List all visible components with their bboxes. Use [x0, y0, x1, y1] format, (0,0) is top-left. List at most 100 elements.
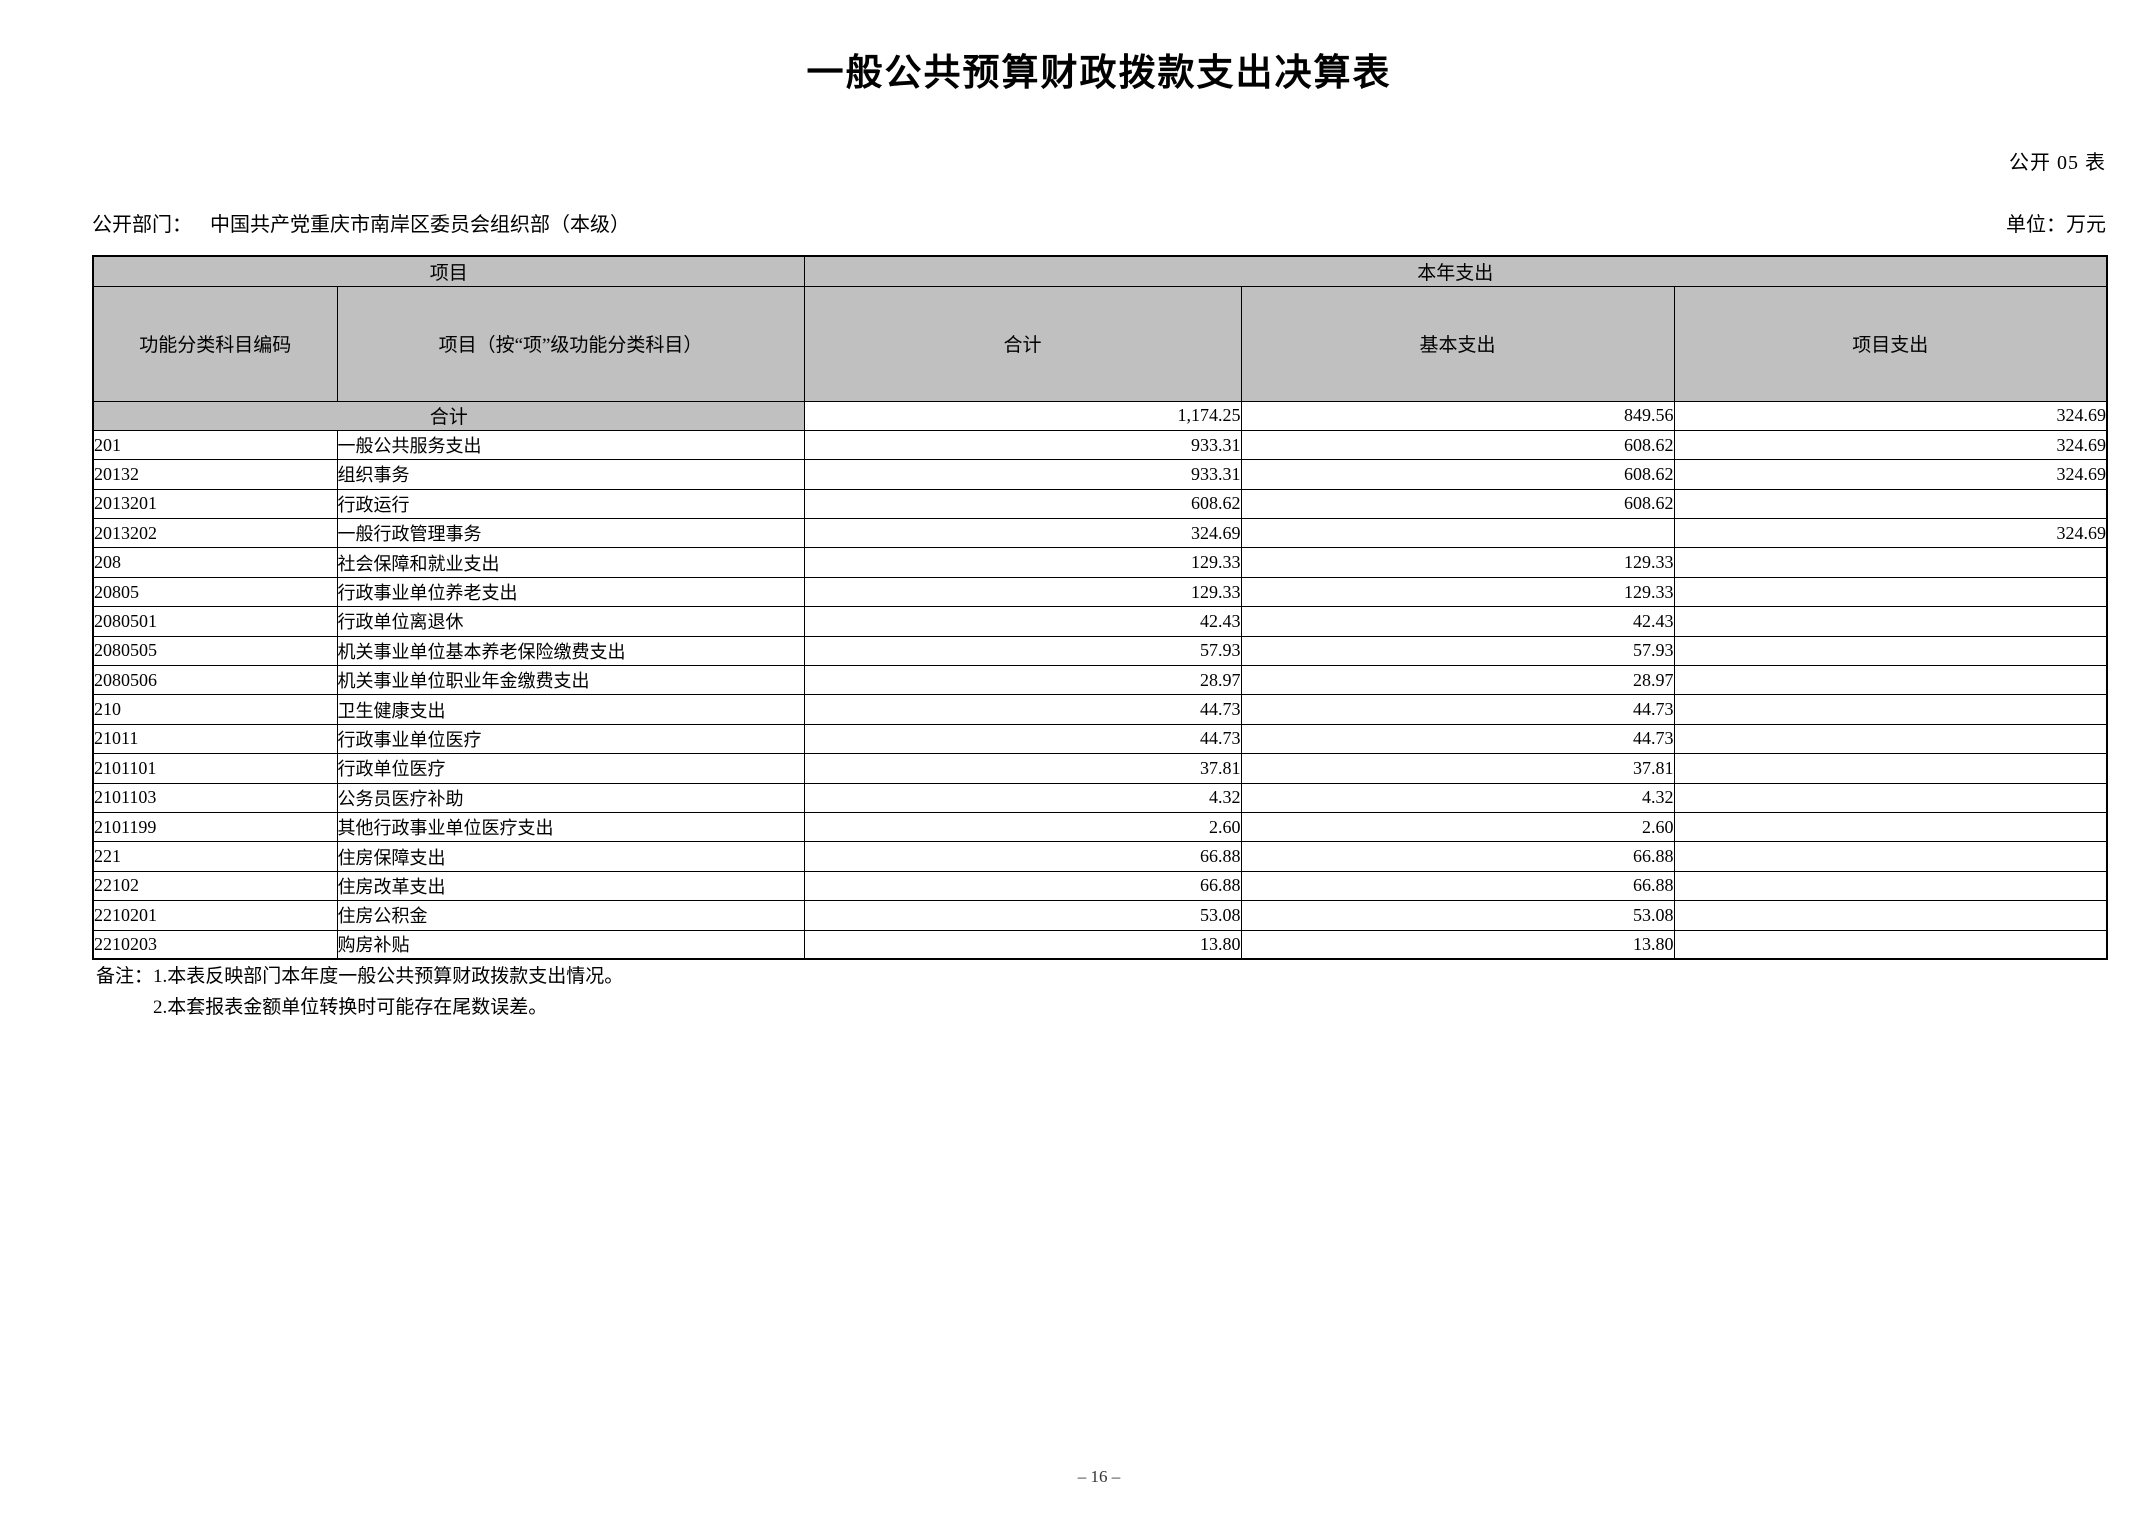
table-row: 2210201 住房公积金 53.08 53.08 — [92, 900, 2108, 931]
row-total: 4.32 — [803, 782, 1242, 813]
table-row: 2210203 购房补贴 13.80 13.80 — [92, 929, 2108, 960]
table-row: 2101199 其他行政事业单位医疗支出 2.60 2.60 — [92, 811, 2108, 843]
summary-project: 324.69 — [1673, 400, 2108, 431]
row-project — [1673, 606, 2108, 637]
table-row: 208 社会保障和就业支出 129.33 129.33 — [92, 547, 2108, 578]
row-item: 行政事业单位养老支出 — [336, 576, 805, 608]
row-code: 20132 — [92, 459, 338, 490]
row-basic: 608.62 — [1240, 429, 1675, 461]
row-code: 2101101 — [92, 753, 338, 784]
row-item: 机关事业单位职业年金缴费支出 — [336, 665, 805, 696]
row-code: 2080505 — [92, 635, 338, 667]
row-code: 201 — [92, 429, 338, 461]
row-total: 53.08 — [803, 900, 1242, 931]
row-item: 公务员医疗补助 — [336, 782, 805, 813]
row-item: 住房保障支出 — [336, 841, 805, 872]
summary-total: 1,174.25 — [803, 400, 1242, 431]
row-basic: 57.93 — [1240, 635, 1675, 667]
table-row: 2080505 机关事业单位基本养老保险缴费支出 57.93 57.93 — [92, 635, 2108, 667]
page-number: – 16 – — [1077, 1467, 1121, 1486]
row-project — [1673, 782, 2108, 813]
row-project — [1673, 723, 2108, 755]
summary-row: 合计 1,174.25 849.56 324.69 — [92, 400, 2108, 431]
row-total: 66.88 — [803, 870, 1242, 902]
row-total: 2.60 — [803, 811, 1242, 843]
row-basic: 42.43 — [1240, 606, 1675, 637]
table-row: 22102 住房改革支出 66.88 66.88 — [92, 870, 2108, 902]
row-item: 机关事业单位基本养老保险缴费支出 — [336, 635, 805, 667]
row-code: 2210201 — [92, 900, 338, 931]
row-project — [1673, 870, 2108, 902]
row-project — [1673, 665, 2108, 696]
table-row: 21011 行政事业单位医疗 44.73 44.73 — [92, 723, 2108, 755]
row-code: 2080506 — [92, 665, 338, 696]
row-item: 卫生健康支出 — [336, 694, 805, 725]
header-col-item: 项目（按“项”级功能分类科目） — [336, 285, 805, 402]
row-total: 44.73 — [803, 723, 1242, 755]
row-item: 其他行政事业单位医疗支出 — [336, 811, 805, 843]
row-total: 28.97 — [803, 665, 1242, 696]
table-row: 2080506 机关事业单位职业年金缴费支出 28.97 28.97 — [92, 665, 2108, 696]
footnote-1: 备注：1.本表反映部门本年度一般公共预算财政拨款支出情况。 — [96, 966, 624, 987]
row-code: 20805 — [92, 576, 338, 608]
row-basic: 608.62 — [1240, 488, 1675, 520]
row-item: 一般公共服务支出 — [336, 429, 805, 461]
row-basic: 608.62 — [1240, 459, 1675, 490]
row-basic: 44.73 — [1240, 694, 1675, 725]
row-code: 221 — [92, 841, 338, 872]
row-basic: 66.88 — [1240, 870, 1675, 902]
footnotes: 备注：1.本表反映部门本年度一般公共预算财政拨款支出情况。 2.本套报表金额单位… — [96, 962, 623, 1024]
row-basic: 28.97 — [1240, 665, 1675, 696]
department-line: 公开部门： 中国共产党重庆市南岸区委员会组织部（本级） — [92, 208, 630, 237]
row-code: 2080501 — [92, 606, 338, 637]
row-project — [1673, 547, 2108, 578]
table-number-label: 公开 05 表 — [2009, 152, 2106, 174]
row-project: 324.69 — [1673, 518, 2108, 549]
table-row: 2101101 行政单位医疗 37.81 37.81 — [92, 753, 2108, 784]
budget-table: 项目 本年支出 功能分类科目编码 项目（按“项”级功能分类科目） 合计 基本支出… — [92, 255, 2109, 961]
header-group-row: 项目 本年支出 — [92, 255, 2108, 287]
row-item: 住房公积金 — [336, 900, 805, 931]
row-project — [1673, 929, 2108, 960]
row-project — [1673, 811, 2108, 843]
header-group-current-year: 本年支出 — [803, 255, 2108, 287]
table-row: 20805 行政事业单位养老支出 129.33 129.33 — [92, 576, 2108, 608]
row-basic: 4.32 — [1240, 782, 1675, 813]
row-basic — [1240, 518, 1675, 549]
row-code: 2210203 — [92, 929, 338, 960]
row-total: 13.80 — [803, 929, 1242, 960]
header-col-project: 项目支出 — [1673, 285, 2108, 402]
footnote-2: 2.本套报表金额单位转换时可能存在尾数误差。 — [153, 996, 548, 1018]
unit-label: 单位：万元 — [2006, 214, 2106, 236]
row-item: 购房补贴 — [336, 929, 805, 960]
row-total: 933.31 — [803, 429, 1242, 461]
row-project: 324.69 — [1673, 429, 2108, 461]
table-row: 20132 组织事务 933.31 608.62 324.69 — [92, 459, 2108, 490]
row-project — [1673, 576, 2108, 608]
row-code: 22102 — [92, 870, 338, 902]
row-item: 行政单位离退休 — [336, 606, 805, 637]
row-total: 57.93 — [803, 635, 1242, 667]
row-item: 行政事业单位医疗 — [336, 723, 805, 755]
department-value: 中国共产党重庆市南岸区委员会组织部（本级） — [210, 214, 630, 236]
row-code: 208 — [92, 547, 338, 578]
row-total: 129.33 — [803, 576, 1242, 608]
row-project — [1673, 488, 2108, 520]
row-code: 21011 — [92, 723, 338, 755]
row-total: 129.33 — [803, 547, 1242, 578]
row-basic: 129.33 — [1240, 576, 1675, 608]
row-basic: 13.80 — [1240, 929, 1675, 960]
table-row: 201 一般公共服务支出 933.31 608.62 324.69 — [92, 429, 2108, 461]
row-code: 2013202 — [92, 518, 338, 549]
row-basic: 66.88 — [1240, 841, 1675, 872]
row-item: 住房改革支出 — [336, 870, 805, 902]
page-title: 一般公共预算财政拨款支出决算表 — [806, 53, 1392, 94]
table-body: 合计 1,174.25 849.56 324.69 201 一般公共服务支出 9… — [92, 400, 2108, 960]
header-columns-row: 功能分类科目编码 项目（按“项”级功能分类科目） 合计 基本支出 项目支出 — [92, 285, 2108, 402]
summary-label: 合计 — [92, 400, 805, 431]
row-total: 324.69 — [803, 518, 1242, 549]
table-row: 2101103 公务员医疗补助 4.32 4.32 — [92, 782, 2108, 813]
meta-row: 公开部门： 中国共产党重庆市南岸区委员会组织部（本级） 单位：万元 — [92, 208, 2106, 237]
row-project — [1673, 841, 2108, 872]
